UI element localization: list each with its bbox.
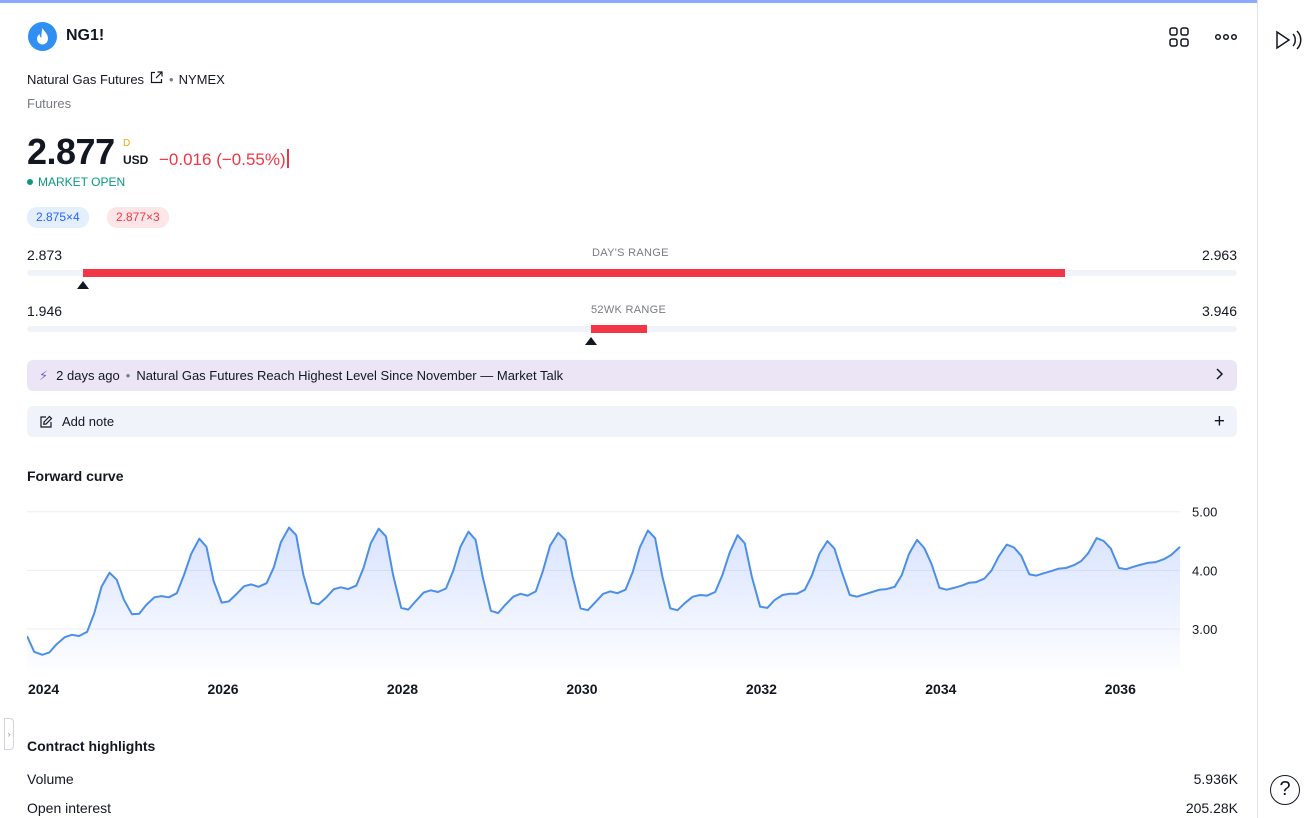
- market-status-label: MARKET OPEN: [38, 175, 126, 189]
- currency-label: USD: [123, 153, 149, 167]
- text-cursor: [286, 149, 289, 168]
- x-tick-label: 2024: [28, 681, 59, 697]
- separator-dot: •: [169, 71, 174, 87]
- days-range-high: 2.963: [1201, 247, 1237, 263]
- help-icon[interactable]: ?: [1270, 775, 1300, 805]
- instrument-type: Futures: [27, 96, 72, 111]
- forward-curve-area: [27, 527, 1180, 670]
- week52-range-title: 52WK RANGE: [591, 304, 667, 316]
- week52-range-fill: [590, 325, 647, 333]
- flame-icon: [28, 22, 57, 51]
- bid-chip: 2.875×4: [27, 207, 89, 228]
- days-range-low: 2.873: [27, 247, 63, 263]
- last-price: 2.877: [27, 131, 115, 172]
- plus-icon[interactable]: +: [1213, 411, 1225, 432]
- instrument-name-link[interactable]: Natural Gas Futures: [27, 71, 145, 87]
- week52-range-marker: [584, 337, 597, 345]
- y-tick-label: 4.00: [1192, 563, 1217, 578]
- delayed-mark: D: [123, 138, 131, 149]
- x-tick-label: 2034: [925, 681, 956, 697]
- symbol-title: NG1!: [66, 27, 105, 44]
- week52-range-low: 1.946: [27, 303, 63, 319]
- highlight-label: Volume: [27, 771, 74, 787]
- price-change-value: −0.016 (−0.55%): [159, 150, 286, 169]
- lightning-icon: ⚡: [39, 367, 49, 383]
- x-tick-label: 2030: [566, 681, 597, 697]
- news-headline[interactable]: Natural Gas Futures Reach Highest Level …: [136, 368, 564, 383]
- highlight-row-volume: Volume 5.936K: [27, 771, 1238, 787]
- chevron-right-icon[interactable]: [1213, 366, 1225, 387]
- forward-curve-chart[interactable]: 5.00 4.00 3.00 2024 2026 2028 2030 2032 2034 2036: [27, 500, 1227, 710]
- add-note-button[interactable]: Add note +: [27, 406, 1237, 437]
- market-status: MARKET OPEN: [27, 175, 125, 189]
- highlight-row-open-interest: Open interest 205.28K: [27, 800, 1238, 816]
- days-range-marker: [76, 281, 89, 289]
- x-tick-label: 2026: [207, 681, 238, 697]
- y-tick-label: 5.00: [1192, 505, 1217, 520]
- x-tick-label: 2032: [746, 681, 777, 697]
- top-accent-line: [0, 0, 1258, 3]
- days-range-fill: [82, 269, 1066, 277]
- highlight-label: Open interest: [27, 800, 112, 816]
- y-tick-label: 3.00: [1192, 622, 1217, 637]
- play-sound-icon[interactable]: [1273, 26, 1305, 54]
- ask-chip: 2.877×3: [107, 207, 169, 228]
- status-dot-icon: [27, 179, 33, 185]
- more-horizontal-icon[interactable]: [1213, 27, 1239, 47]
- exchange-name: NYMEX: [178, 71, 225, 87]
- highlight-value: 5.936K: [1193, 771, 1238, 787]
- forward-curve-title: Forward curve: [27, 468, 124, 484]
- right-toolbar: [1258, 0, 1311, 818]
- forward-curve-line: [27, 526, 1181, 656]
- add-note-label: Add note: [62, 414, 115, 429]
- news-time: 2 days ago: [56, 368, 120, 383]
- week52-range-high: 3.946: [1201, 303, 1237, 319]
- x-tick-label: 2028: [387, 681, 418, 697]
- news-banner[interactable]: ⚡ 2 days ago • Natural Gas Futures Reach…: [27, 360, 1237, 391]
- contract-highlights-title: Contract highlights: [27, 738, 156, 754]
- symbol-details-panel: [1257, 0, 1258, 818]
- instrument-description: Natural Gas Futures • NYMEX: [27, 70, 225, 88]
- highlight-value: 205.28K: [1185, 800, 1238, 816]
- price-change: −0.016 (−0.55%): [159, 149, 289, 170]
- collapse-panel-handle[interactable]: ›: [4, 718, 14, 750]
- separator-dot: •: [125, 368, 131, 383]
- grid-icon[interactable]: [1168, 26, 1190, 48]
- x-tick-label: 2036: [1105, 681, 1136, 697]
- external-link-icon[interactable]: [149, 70, 164, 88]
- days-range-title: DAY'S RANGE: [592, 247, 669, 259]
- edit-note-icon: [39, 415, 53, 429]
